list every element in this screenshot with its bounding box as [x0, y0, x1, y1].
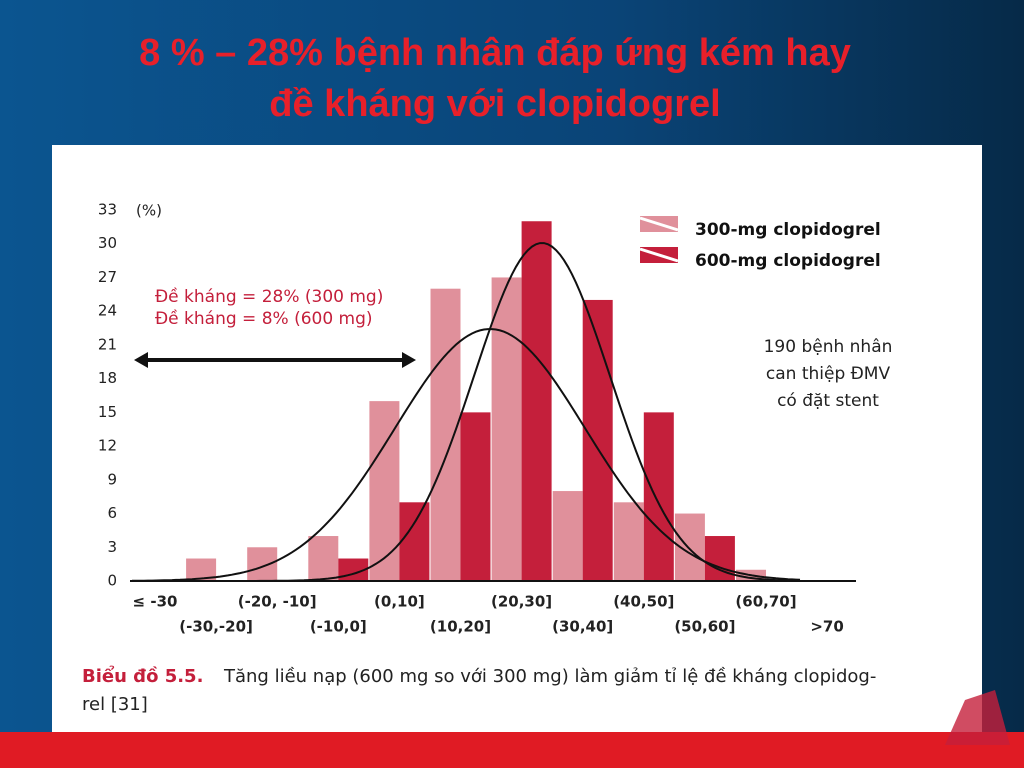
- slide-title: 8 % – 28% bệnh nhân đáp ứng kém hay: [139, 32, 851, 74]
- x-tick-label: (-10,0]: [310, 618, 367, 636]
- note: can thiệp ĐMV: [766, 364, 891, 384]
- bar: [460, 412, 491, 581]
- y-tick-label: 24: [98, 302, 117, 320]
- legend-label: 600-mg clopidogrel: [695, 251, 881, 271]
- legend-label: 300-mg clopidogrel: [695, 220, 881, 240]
- y-tick-label: 0: [107, 572, 117, 590]
- bar: [399, 502, 430, 581]
- bar: [552, 491, 583, 581]
- x-tick-label: ≤ -30: [133, 593, 178, 611]
- y-tick-label: 6: [107, 504, 117, 522]
- note: 190 bệnh nhân: [764, 337, 893, 357]
- y-tick-label: 21: [98, 335, 117, 353]
- bar: [521, 221, 552, 581]
- caption-text: Tăng liều nạp (600 mg so với 300 mg) làm…: [223, 666, 876, 687]
- bar: [491, 277, 522, 581]
- bar: [369, 401, 400, 581]
- y-tick-label: 33: [98, 201, 117, 219]
- y-tick-label: 27: [98, 268, 117, 286]
- y-tick-label: 18: [98, 369, 117, 387]
- annotation: Đề kháng = 8% (600 mg): [155, 308, 373, 329]
- y-unit: (%): [136, 202, 162, 220]
- y-tick-label: 30: [98, 234, 117, 252]
- y-tick-label: 9: [107, 470, 117, 488]
- x-tick-label: (30,40]: [552, 618, 613, 636]
- x-tick-label: (20,30]: [491, 593, 552, 611]
- x-tick-label: (40,50]: [613, 593, 674, 611]
- bar: [613, 502, 644, 581]
- bar: [308, 536, 339, 581]
- x-tick-label: (-20, -10]: [238, 593, 317, 611]
- bar: [247, 547, 278, 581]
- y-tick-label: 3: [107, 538, 117, 556]
- x-tick-label: (10,20]: [430, 618, 491, 636]
- fit-curve: [132, 242, 800, 582]
- bar: [430, 288, 461, 581]
- bar: [186, 558, 217, 581]
- annotation: Đề kháng = 28% (300 mg): [155, 286, 383, 307]
- logo: [945, 690, 1010, 745]
- x-tick-label: >70: [810, 618, 843, 636]
- slide-title: đề kháng với clopidogrel: [269, 83, 720, 125]
- x-tick-label: (60,70]: [735, 593, 796, 611]
- bar: [643, 412, 674, 581]
- x-tick-label: (0,10]: [374, 593, 425, 611]
- caption-label: Biểu đồ 5.5.: [82, 665, 203, 687]
- y-tick-label: 12: [98, 437, 117, 455]
- legend-stripe: [639, 247, 679, 263]
- arrow-head: [402, 352, 416, 368]
- note: có đặt stent: [777, 391, 879, 411]
- arrow-head: [134, 352, 148, 368]
- x-tick-label: (-30,-20]: [179, 618, 253, 636]
- y-tick-label: 15: [98, 403, 117, 421]
- bottom-bar: [0, 732, 1024, 768]
- fit-curve: [132, 328, 801, 582]
- legend-stripe: [639, 216, 679, 232]
- caption-text: rel [31]: [82, 694, 148, 715]
- x-tick-label: (50,60]: [674, 618, 735, 636]
- bar: [582, 299, 613, 581]
